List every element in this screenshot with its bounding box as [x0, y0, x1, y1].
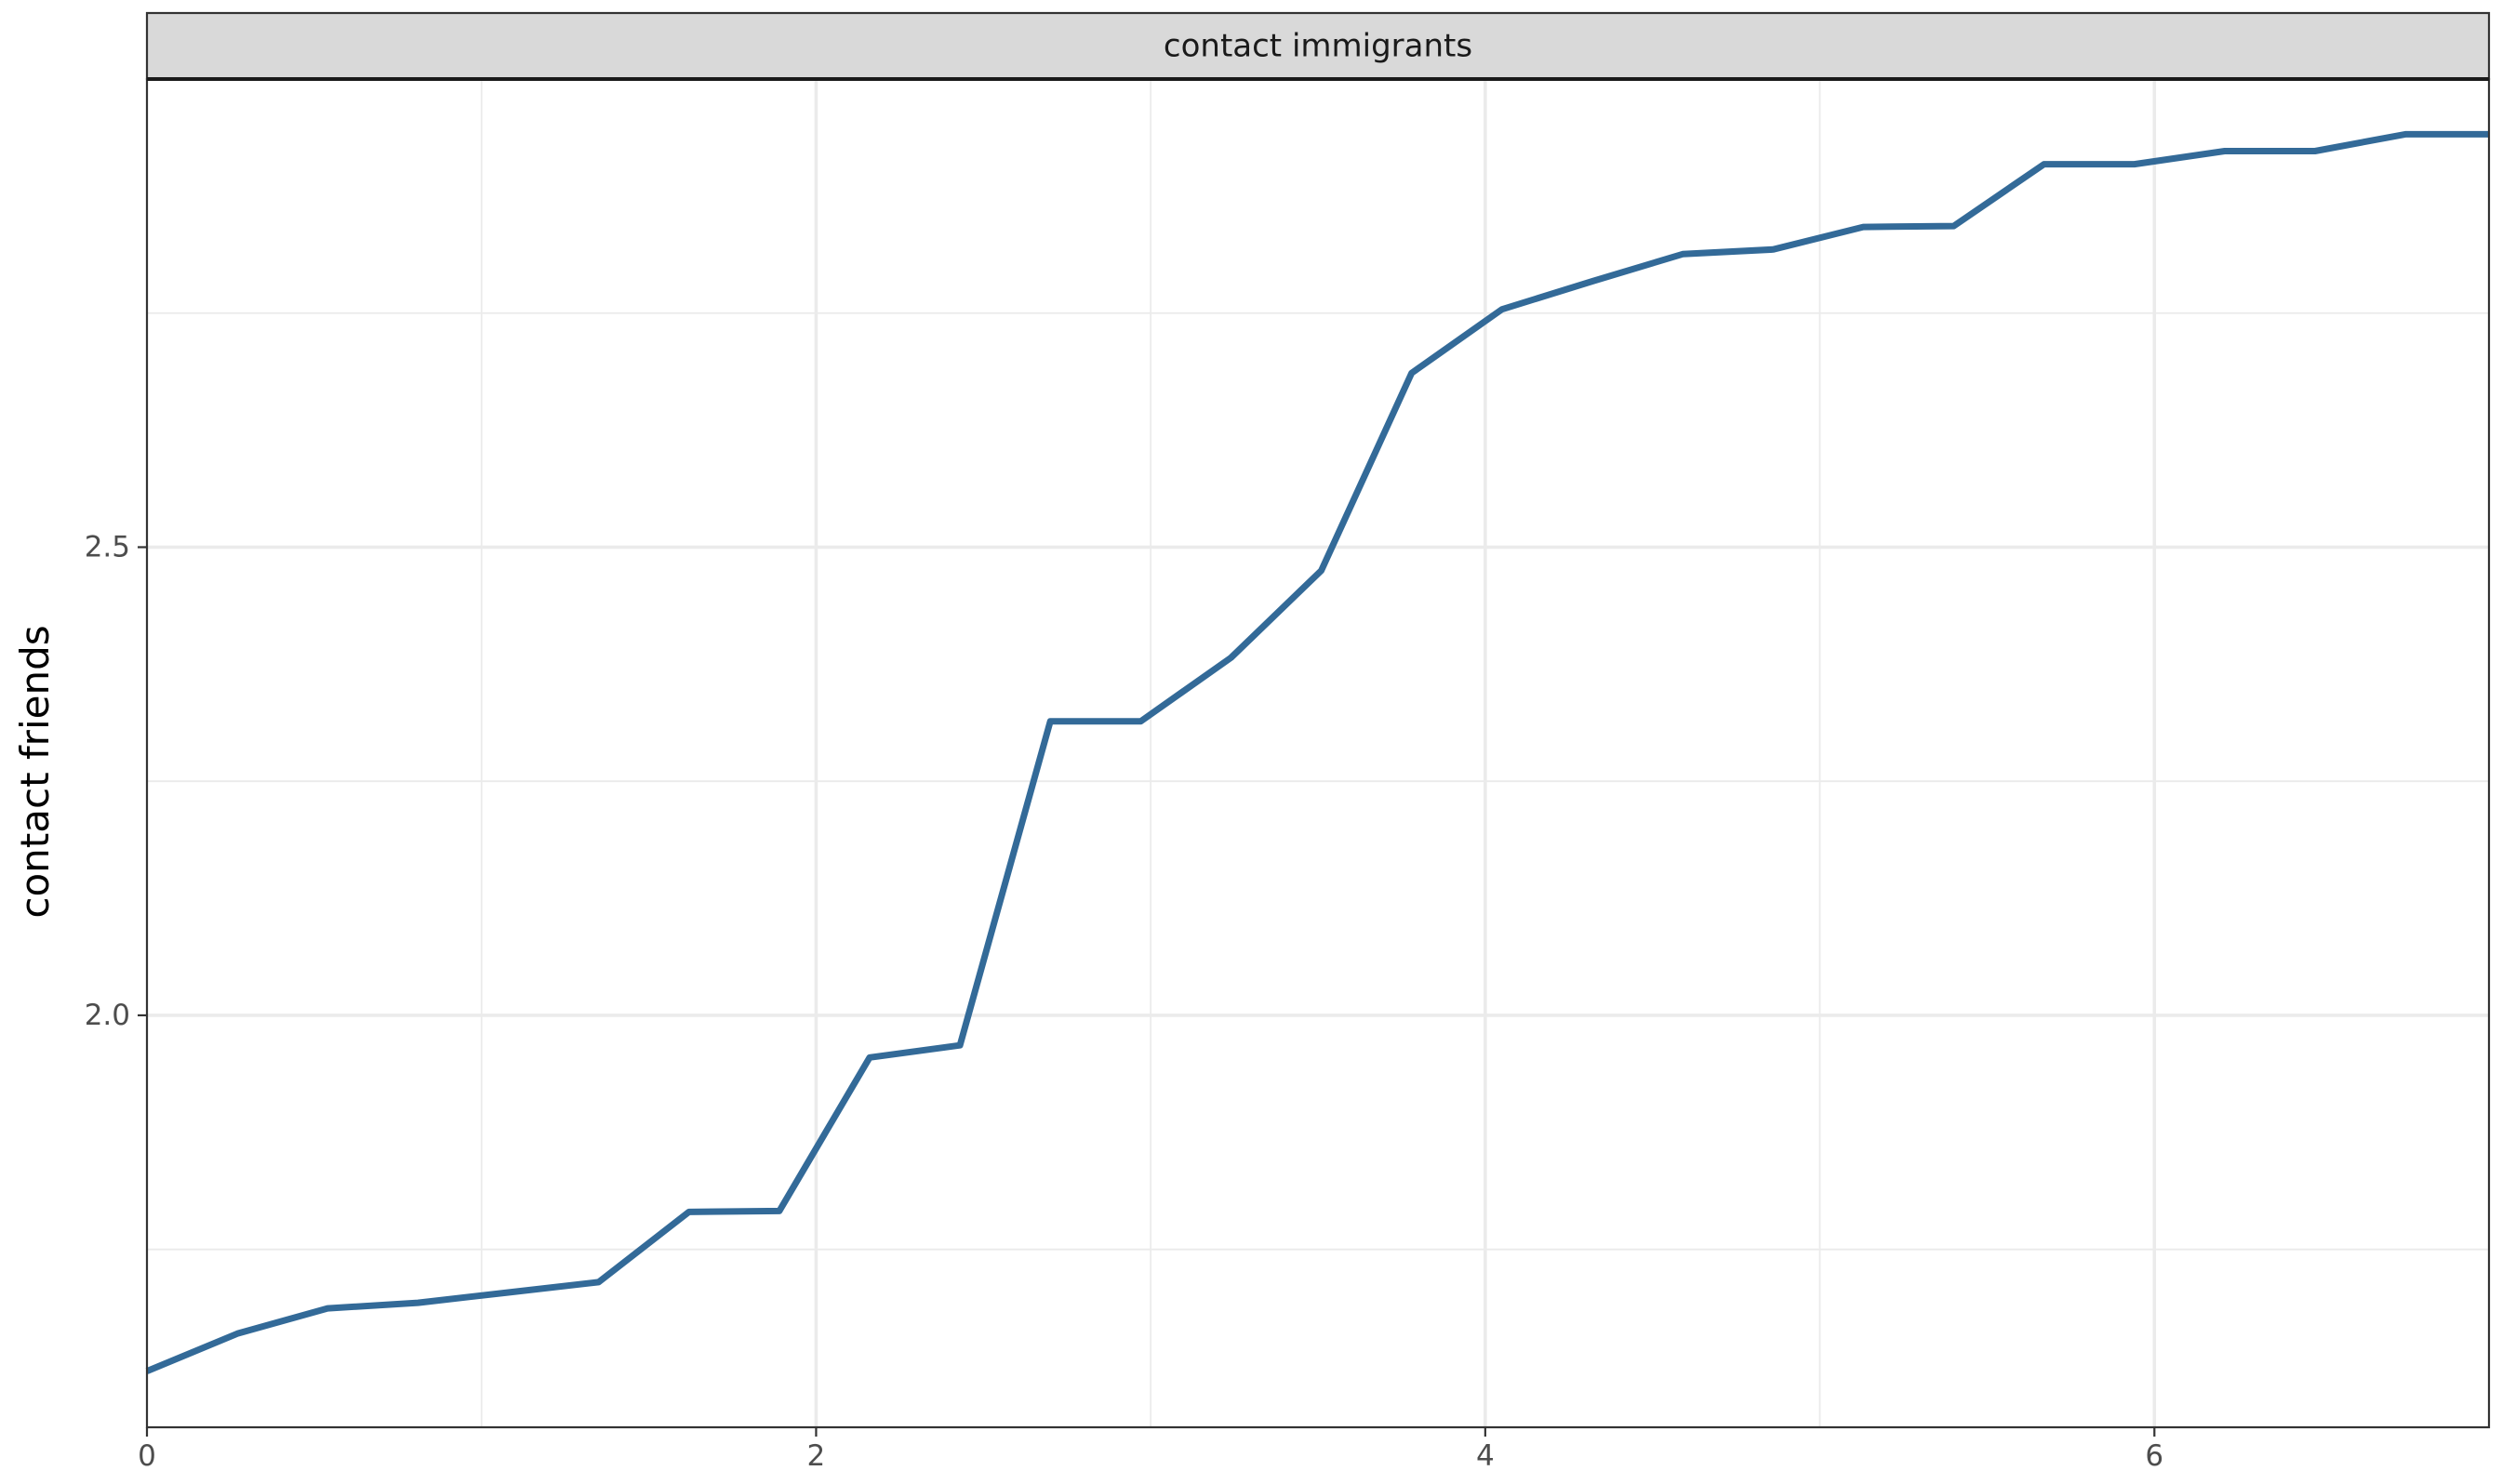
y-axis-title: contact friends: [12, 625, 58, 918]
x-tick-label: 0: [138, 1439, 156, 1473]
panel-background: [147, 79, 2489, 1427]
axes: 0 2 4 6 2.0 2.5: [85, 530, 2163, 1473]
facet-strip-background: [145, 11, 2491, 81]
x-tick-label: 6: [2145, 1439, 2163, 1473]
x-tick-label: 2: [807, 1439, 826, 1473]
series-layer: [145, 130, 2489, 1374]
y-tick-label: 2.5: [85, 530, 130, 563]
y-tick-label: 2.0: [85, 999, 130, 1032]
x-tick-label: 4: [1476, 1439, 1495, 1473]
facet-strip: contact immigrants: [145, 11, 2491, 81]
facet-label: contact immigrants: [1164, 28, 1472, 65]
series-line: [145, 130, 2489, 1374]
grid: [147, 79, 2489, 1427]
